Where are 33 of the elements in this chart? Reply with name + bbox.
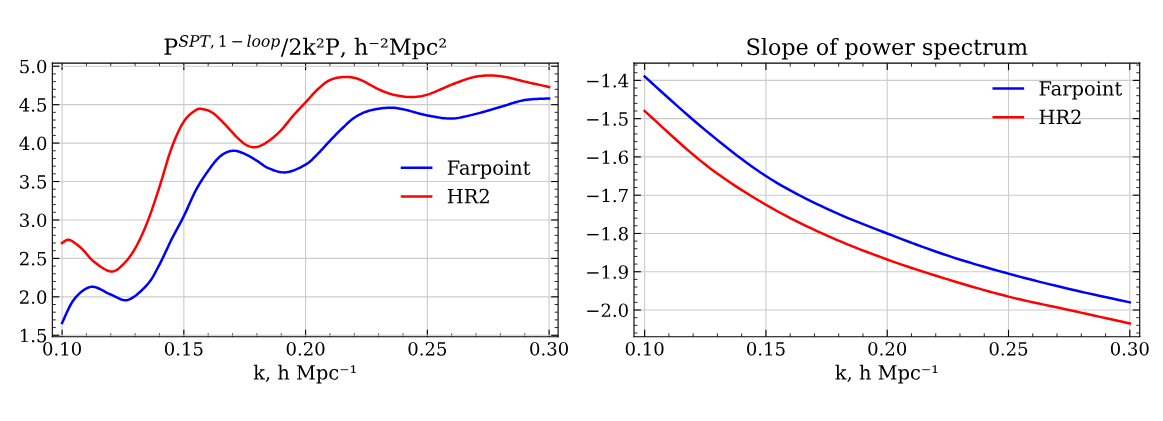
y-tick-label: 1.5	[20, 328, 47, 343]
y-tick-label: 5.0	[20, 59, 47, 74]
x-tick-label: 0.30	[530, 341, 568, 356]
y-tick-label: −2.0	[587, 303, 628, 318]
y-tick-label: −1.4	[587, 73, 629, 88]
x-tick-label: 0.20	[286, 341, 325, 356]
y-tick-label: −1.5	[587, 112, 628, 126]
x-axis-title: k, h Mpc⁻¹	[835, 364, 938, 384]
x-tick-label: 0.25	[989, 341, 1028, 356]
y-tick-label: 4.5	[19, 98, 47, 112]
y-tick-label: 2.5	[19, 251, 47, 266]
y-tick-label: −1.6	[587, 150, 628, 165]
legend-label: HR2	[447, 188, 489, 204]
legend-label: Farpoint	[1039, 81, 1123, 100]
x-axis-title: k, h Mpc⁻¹	[253, 364, 356, 384]
y-tick-label: −1.8	[587, 226, 628, 241]
x-tick-label: 0.10	[43, 341, 81, 356]
y-tick-label: −1.7	[587, 188, 628, 203]
y-tick-label: 3.5	[20, 174, 47, 189]
y-tick-label: 4.0	[19, 136, 47, 151]
x-tick-label: 0.15	[164, 341, 203, 356]
y-tick-label: 2.0	[19, 290, 47, 304]
x-tick-label: 0.25	[408, 341, 447, 356]
chart-title: P$^{SPT,1−loop}$/2k²P, h⁻²Mpc²	[164, 34, 446, 60]
y-tick-label: −1.9	[587, 265, 628, 279]
x-tick-label: 0.20	[868, 341, 907, 356]
legend-label: HR2	[1039, 109, 1081, 124]
x-tick-label: 0.15	[747, 341, 785, 356]
legend-label: Farpoint	[447, 160, 531, 179]
chart-title: Slope of power spectrum	[747, 37, 1028, 60]
x-tick-label: 0.10	[625, 341, 664, 356]
x-tick-label: 0.30	[1110, 341, 1149, 356]
y-tick-label: 3.0	[20, 213, 47, 228]
